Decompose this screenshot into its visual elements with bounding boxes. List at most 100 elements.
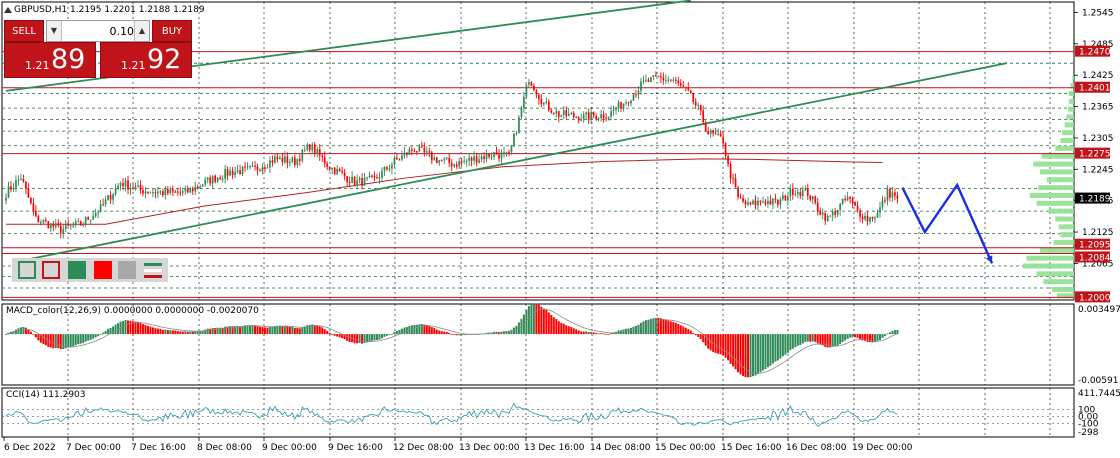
cci-tick-label: 0.00 <box>1078 412 1098 422</box>
macd-bar <box>79 334 82 344</box>
macd-tick-label: 0.003497 <box>1078 305 1120 315</box>
macd-bar <box>301 327 304 335</box>
candle-body <box>57 223 60 226</box>
candle-body <box>600 114 602 119</box>
macd-bar <box>888 332 891 335</box>
macd-bar <box>266 327 269 335</box>
macd-bar <box>774 334 777 362</box>
candle-body <box>485 153 488 160</box>
candle-body <box>84 217 87 224</box>
green-outline-box-tool[interactable] <box>18 261 36 279</box>
candle-body <box>44 220 47 222</box>
candle-body <box>884 200 886 202</box>
macd-bar <box>258 326 261 335</box>
candle-body <box>209 177 212 184</box>
sell-button[interactable]: SELL <box>4 20 44 42</box>
candle-body <box>361 178 363 186</box>
candle-body <box>605 118 607 120</box>
volume-profile-bar <box>1040 247 1074 253</box>
candle-body <box>480 156 483 160</box>
symbol-menu-icon[interactable] <box>4 7 12 13</box>
macd-bar <box>144 324 147 335</box>
candle-body <box>216 177 219 182</box>
buy-button[interactable]: BUY <box>152 20 192 42</box>
macd-bar <box>557 321 560 335</box>
green-filled-box-tool[interactable] <box>68 261 86 279</box>
buy-quote[interactable]: 1.21 92 <box>100 42 192 78</box>
macd-bar <box>368 334 371 342</box>
macd-bar <box>821 334 824 346</box>
candle-body <box>351 176 353 183</box>
candle-body <box>114 188 117 195</box>
candle-body <box>737 187 739 197</box>
macd-bar <box>256 326 259 335</box>
candle-body <box>799 192 802 197</box>
candle-body <box>542 102 545 105</box>
macd-bar <box>764 334 767 370</box>
volume-profile-bar <box>1046 177 1074 183</box>
macd-bar <box>22 326 25 335</box>
candle-body <box>647 79 650 82</box>
macd-bar <box>445 331 448 335</box>
macd-bar <box>67 334 70 348</box>
volume-profile-bar <box>1043 279 1074 285</box>
cci-tick-label: -298 <box>1078 428 1099 438</box>
macd-bar <box>864 334 867 341</box>
macd-bar <box>510 329 513 335</box>
candle-body <box>779 199 782 205</box>
macd-bar <box>739 334 742 375</box>
macd-bar <box>869 334 872 343</box>
candle-body <box>413 150 416 152</box>
gray-filled-box-tool[interactable] <box>118 261 136 279</box>
sell-quote-pips: 89 <box>51 44 86 75</box>
candle-body <box>597 118 600 120</box>
candle-body <box>438 160 441 163</box>
candle-body <box>889 189 891 198</box>
red-filled-box-tool[interactable] <box>94 261 112 279</box>
candle-body <box>662 77 665 81</box>
macd-bar <box>435 329 438 335</box>
lot-decrease-icon[interactable]: ▼ <box>47 21 62 41</box>
candle-body <box>525 84 528 97</box>
macd-bar <box>689 330 692 335</box>
macd-bar <box>438 330 441 335</box>
macd-bar <box>181 331 184 335</box>
candle-body <box>655 75 657 77</box>
macd-bar <box>388 334 391 336</box>
macd-bar <box>206 328 209 335</box>
macd-bar <box>353 334 356 344</box>
lot-size-input[interactable] <box>62 22 138 40</box>
candle-body <box>672 79 675 81</box>
symbol-header: GBPUSD,H1 1.2195 1.2201 1.2188 1.2189 <box>14 5 205 15</box>
lot-increase-icon[interactable]: ▲ <box>134 21 149 41</box>
candle-body <box>816 202 819 212</box>
macd-bar <box>72 334 75 347</box>
macd-bar <box>164 329 167 335</box>
volume-profile-bar <box>1060 232 1074 238</box>
macd-bar <box>687 329 690 335</box>
candle-body <box>293 157 296 166</box>
candle-body <box>15 180 17 188</box>
candle-body <box>94 213 97 217</box>
candle-body <box>602 114 605 119</box>
macd-bar <box>226 326 229 335</box>
sell-quote[interactable]: 1.21 89 <box>4 42 96 78</box>
candle-body <box>194 186 197 192</box>
macd-bar <box>742 334 745 376</box>
red-outline-box-tool[interactable] <box>42 261 60 279</box>
macd-bar <box>114 324 117 335</box>
time-tick-label: 15 Dec 16:00 <box>721 443 782 453</box>
candle-body <box>864 215 866 220</box>
macd-bar <box>403 327 406 335</box>
macd-bar <box>530 303 533 335</box>
candle-body <box>403 152 406 156</box>
macd-tick-label: -0.00591 <box>1078 376 1118 386</box>
macd-bar <box>779 334 782 359</box>
line-color-tool[interactable] <box>144 261 162 279</box>
level-tag <box>1075 45 1110 57</box>
volume-profile-bar <box>1064 122 1074 128</box>
macd-bar <box>129 320 132 335</box>
candle-body <box>184 188 187 192</box>
macd-bar <box>597 333 600 335</box>
